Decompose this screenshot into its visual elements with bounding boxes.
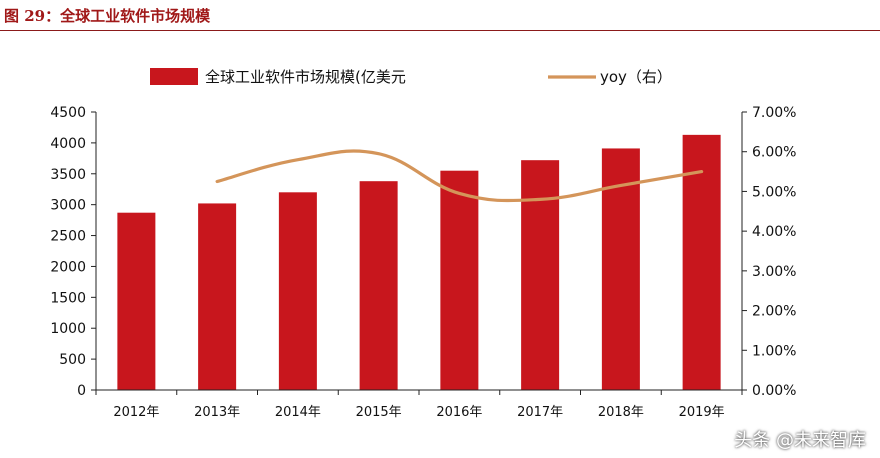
bar (521, 160, 560, 390)
figure-header: 图 29：全球工业软件市场规模 (0, 0, 880, 31)
left-tick-label: 500 (59, 352, 86, 368)
left-tick-label: 4500 (50, 105, 86, 121)
bar (359, 181, 398, 390)
bar (440, 170, 479, 390)
legend: 全球工业软件市场规模(亿美元 yoy（右） (150, 68, 672, 86)
x-tick-label: 2012年 (113, 405, 159, 420)
left-tick-label: 1500 (50, 290, 86, 306)
left-tick-label: 0 (77, 383, 86, 399)
left-tick-label: 2500 (50, 229, 86, 245)
left-tick-label: 4000 (50, 136, 86, 152)
legend-label-bar: 全球工业软件市场规模(亿美元 (205, 68, 406, 86)
x-tick-label: 2018年 (598, 405, 644, 420)
figure-title: 图 29：全球工业软件市场规模 (4, 7, 211, 25)
x-tick-label: 2015年 (356, 405, 402, 420)
line-series (215, 149, 704, 203)
axes: 0 500 1000 1500 2000 2500 3000 3500 4000 4500 0.00… (50, 105, 796, 420)
bar-series (117, 134, 721, 390)
right-tick-label: 3.00% (752, 264, 796, 280)
left-tick-label: 2000 (50, 259, 86, 275)
legend-label-line: yoy（右） (600, 68, 672, 86)
right-tick-label: 1.00% (752, 343, 796, 359)
bar (198, 203, 237, 390)
left-tick-label: 1000 (50, 321, 86, 337)
right-tick-label: 7.00% (752, 105, 796, 121)
left-tick-label: 3000 (50, 198, 86, 214)
watermark: 头条 @未来智库 (734, 430, 866, 451)
bar (682, 134, 721, 390)
left-tick-label: 3500 (50, 167, 86, 183)
x-tick-label: 2014年 (275, 405, 321, 420)
right-tick-label: 2.00% (752, 304, 796, 320)
x-tick-label: 2019年 (679, 405, 725, 420)
x-tick-label: 2016年 (436, 405, 482, 420)
x-tick-label: 2013年 (194, 405, 240, 420)
bar (117, 212, 156, 390)
right-tick-label: 6.00% (752, 145, 796, 161)
legend-swatch-bar (150, 68, 198, 85)
right-tick-label: 5.00% (752, 184, 796, 200)
right-tick-label: 4.00% (752, 224, 796, 240)
x-tick-label: 2017年 (517, 405, 563, 420)
right-tick-label: 0.00% (752, 383, 796, 399)
bar (278, 192, 317, 390)
